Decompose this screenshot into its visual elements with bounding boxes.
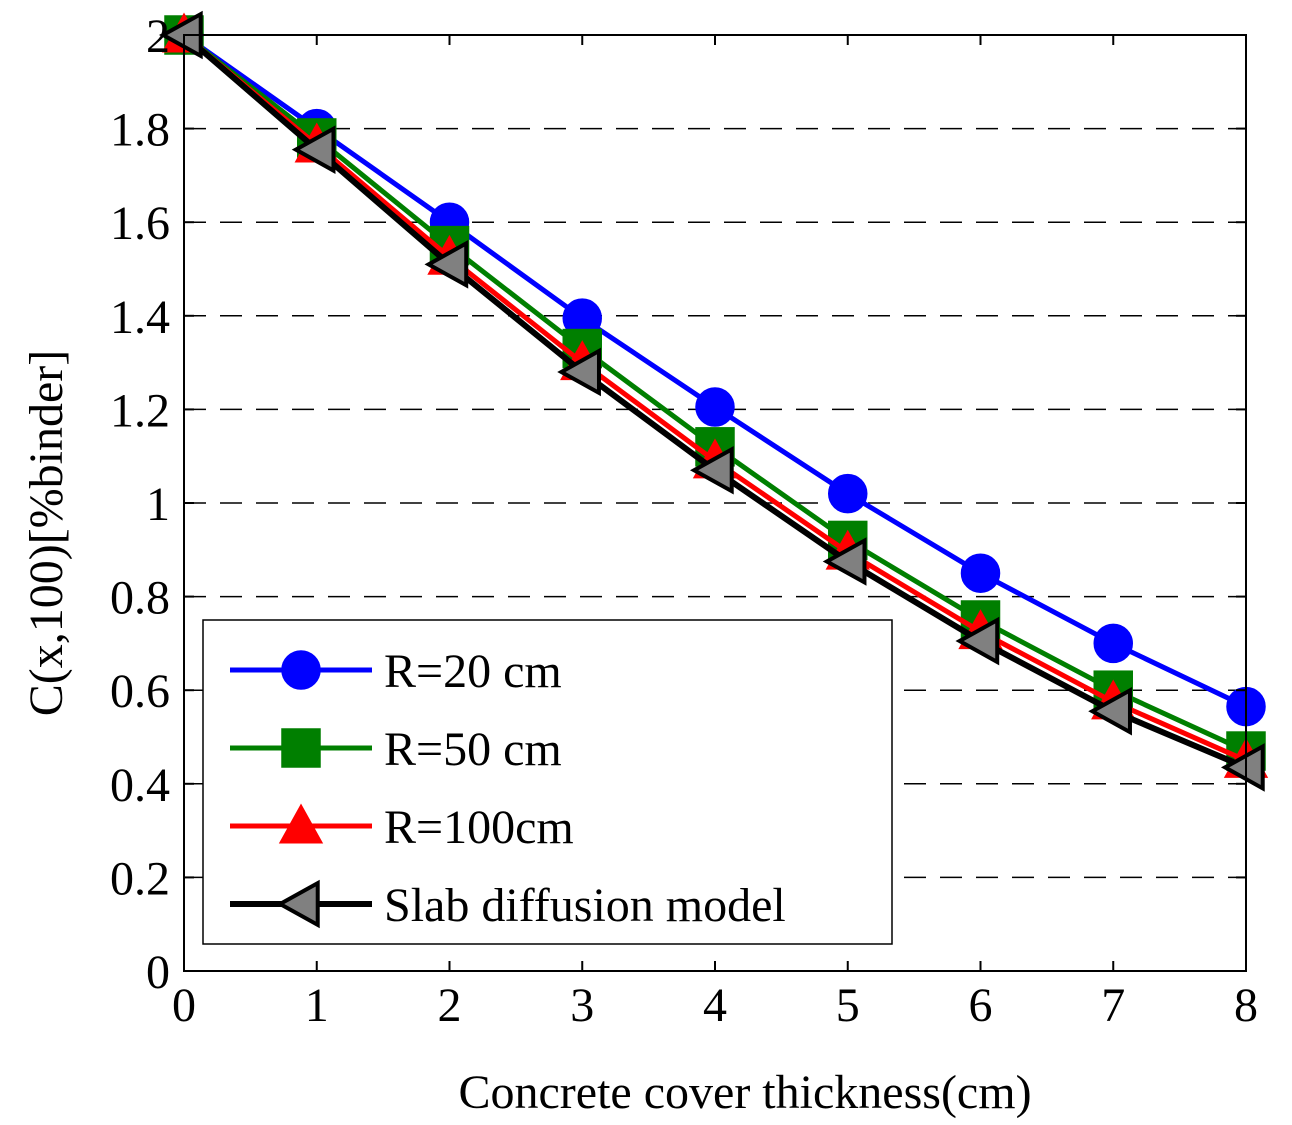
legend: R=20 cm R=50 cm R=100cm Slab diffusion mode… xyxy=(202,619,893,945)
y-tick-label: 1.8 xyxy=(110,104,170,157)
data-point xyxy=(828,473,868,514)
x-tick-label: 0 xyxy=(172,979,196,1032)
data-point xyxy=(955,616,1000,666)
legend-label: Slab diffusion model xyxy=(384,879,786,932)
x-tick-label: 1 xyxy=(305,979,329,1032)
data-point xyxy=(291,125,336,174)
y-tick-label: 0.8 xyxy=(110,572,170,625)
x-tick-label: 8 xyxy=(1234,979,1258,1032)
legend-entry-2: R=100cm xyxy=(230,801,574,854)
x-tick-label: 5 xyxy=(836,979,860,1032)
data-point xyxy=(689,445,734,495)
data-point xyxy=(822,537,867,586)
y-tick-label: 0.4 xyxy=(110,759,170,812)
y-tick-label: 2 xyxy=(146,10,170,63)
data-point xyxy=(695,387,735,427)
legend-entry-3: Slab diffusion model xyxy=(230,879,786,932)
x-tick-label: 6 xyxy=(969,979,993,1032)
data-point xyxy=(1088,686,1132,736)
y-tick-label: 1 xyxy=(146,478,170,531)
x-tick-label: 2 xyxy=(438,979,462,1032)
data-point xyxy=(1220,743,1265,792)
data-point xyxy=(424,240,469,289)
legend-label: R=20 cm xyxy=(384,645,562,698)
y-axis-label: C(x,100)[%binder] xyxy=(20,350,73,717)
data-point xyxy=(1093,623,1133,664)
y-tick-label: 1.4 xyxy=(110,291,170,344)
x-axis-label: Concrete cover thickness(cm) xyxy=(458,1066,1031,1119)
series-line xyxy=(182,32,1248,709)
axis-ticks: 0 1 2 3 4 5 6 7 8 0 0.2 0.4 0.6 0.8 1 1.2 1.4 1.6 1.8 2 xyxy=(110,10,1258,1032)
y-tick-label: 0 xyxy=(146,946,170,999)
legend-marker xyxy=(281,728,321,768)
y-tick-label: 0.2 xyxy=(110,852,170,905)
y-tick-label: 1.2 xyxy=(110,384,170,437)
series-group xyxy=(158,10,1269,792)
series-3 xyxy=(158,10,1265,792)
x-tick-label: 4 xyxy=(703,979,727,1032)
legend-entry-0: R=20 cm xyxy=(230,645,562,698)
data-point xyxy=(960,553,1001,593)
y-tick-label: 1.6 xyxy=(110,197,170,250)
x-tick-label: 3 xyxy=(570,979,594,1032)
legend-marker xyxy=(278,803,324,844)
legend-marker xyxy=(281,650,321,690)
legend-label: R=100cm xyxy=(384,801,574,854)
x-tick-label: 7 xyxy=(1101,979,1125,1032)
legend-label: R=50 cm xyxy=(384,723,562,776)
legend-marker xyxy=(275,879,320,929)
legend-entry-1: R=50 cm xyxy=(230,723,562,776)
y-tick-label: 0.6 xyxy=(110,665,170,718)
data-point xyxy=(557,347,601,397)
